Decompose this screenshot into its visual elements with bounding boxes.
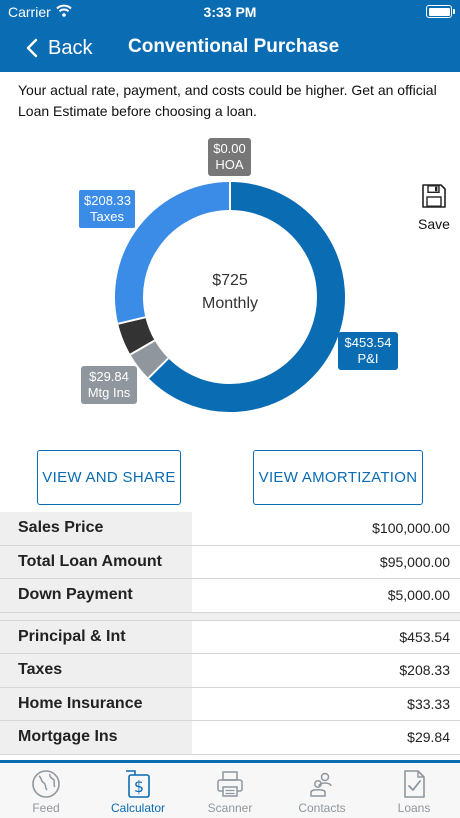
row-value: $33.33 bbox=[407, 695, 450, 712]
label-mtg-ins: $29.84 Mtg Ins bbox=[81, 366, 137, 404]
label-pi-name: P&I bbox=[357, 351, 379, 366]
label-pi: $453.54 P&I bbox=[338, 332, 398, 370]
donut-center-label: Monthly bbox=[202, 295, 258, 312]
table-row: Home Insurance $33.33 bbox=[0, 687, 460, 721]
slice-separator bbox=[147, 357, 169, 379]
row-label: Taxes bbox=[0, 654, 192, 687]
status-time: 3:33 PM bbox=[203, 4, 257, 20]
wifi-icon bbox=[56, 4, 72, 17]
row-label: Mortgage Ins bbox=[0, 721, 192, 754]
tab-label: Loans bbox=[397, 801, 431, 815]
table-row: Taxes $208.33 bbox=[0, 654, 460, 688]
label-mtg-value: $29.84 bbox=[89, 369, 129, 384]
printer-icon bbox=[217, 771, 243, 797]
label-taxes-value: $208.33 bbox=[84, 193, 131, 208]
tab-bar: Feed $ Calculator Scanner Contacts bbox=[0, 760, 460, 818]
label-mtg-name: Mtg Ins bbox=[87, 385, 131, 400]
tab-loans[interactable]: Loans bbox=[368, 763, 460, 818]
row-value: $208.33 bbox=[399, 662, 450, 679]
svg-text:$: $ bbox=[134, 777, 144, 796]
row-value: $453.54 bbox=[399, 628, 450, 645]
tab-label: Feed bbox=[32, 801, 60, 815]
slice-separator bbox=[129, 339, 156, 356]
disclaimer-text: Your actual rate, payment, and costs cou… bbox=[18, 82, 437, 119]
row-value: $5,000.00 bbox=[387, 587, 450, 604]
nav-header: Carrier 3:33 PM Back Conventional Purcha… bbox=[0, 0, 460, 72]
carrier-label: Carrier bbox=[8, 4, 51, 20]
tab-feed[interactable]: Feed bbox=[0, 763, 92, 818]
label-pi-value: $453.54 bbox=[344, 335, 392, 350]
row-label: Sales Price bbox=[0, 512, 192, 545]
row-label: Down Payment bbox=[0, 579, 192, 612]
back-label: Back bbox=[48, 36, 93, 59]
label-taxes-name: Taxes bbox=[90, 209, 124, 224]
chevron-left-icon bbox=[26, 38, 38, 58]
tab-label: Contacts bbox=[298, 801, 346, 815]
page-title: Conventional Purchase bbox=[128, 36, 340, 57]
table-row: Down Payment $5,000.00 bbox=[0, 579, 460, 613]
label-hoa-value: $0.00 bbox=[213, 141, 246, 156]
label-hoa: $0.00 HOA bbox=[208, 138, 251, 176]
row-value: $95,000.00 bbox=[379, 553, 450, 570]
table-row: Total Loan Amount $95,000.00 bbox=[0, 545, 460, 579]
tab-contacts[interactable]: Contacts bbox=[276, 763, 368, 818]
label-hoa-name: HOA bbox=[215, 157, 244, 172]
table-row: Principal & Int $453.54 bbox=[0, 620, 460, 654]
row-label: Total Loan Amount bbox=[0, 545, 192, 578]
slice-separator bbox=[117, 316, 146, 325]
save-label: Save bbox=[418, 216, 450, 232]
floppy-disk-icon bbox=[422, 184, 446, 208]
document-icon bbox=[404, 770, 425, 798]
tab-calculator[interactable]: $ Calculator bbox=[92, 763, 184, 818]
battery-icon bbox=[426, 5, 455, 18]
donut-center-value: $725 bbox=[212, 272, 248, 289]
row-value: $100,000.00 bbox=[372, 520, 450, 537]
row-value: $29.84 bbox=[407, 729, 450, 746]
donut-slice-mtg-ins bbox=[130, 340, 169, 379]
label-taxes: $208.33 Taxes bbox=[78, 189, 136, 229]
view-and-share-button[interactable]: VIEW AND SHARE bbox=[37, 450, 181, 505]
section-divider bbox=[0, 612, 460, 621]
loan-summary-table: Sales Price $100,000.00 Total Loan Amoun… bbox=[0, 512, 460, 755]
view-amortization-button[interactable]: VIEW AMORTIZATION bbox=[253, 450, 423, 505]
row-label: Principal & Int bbox=[0, 620, 192, 653]
contacts-icon bbox=[310, 772, 332, 797]
table-row: Sales Price $100,000.00 bbox=[0, 512, 460, 546]
payment-donut-chart: $725 Monthly bbox=[115, 182, 345, 412]
calculator-icon: $ bbox=[126, 770, 150, 798]
tab-label: Calculator bbox=[110, 801, 166, 815]
save-button[interactable]: Save bbox=[414, 183, 454, 232]
status-bar: Carrier 3:33 PM bbox=[0, 0, 460, 24]
row-label: Home Insurance bbox=[0, 687, 192, 720]
donut-slice-taxes bbox=[115, 182, 231, 324]
table-row: Mortgage Ins $29.84 bbox=[0, 721, 460, 755]
tab-label: Scanner bbox=[207, 801, 253, 815]
tab-scanner[interactable]: Scanner bbox=[184, 763, 276, 818]
donut-slice-p-i bbox=[148, 182, 345, 412]
donut-slice-home-insurance bbox=[118, 316, 155, 355]
globe-icon bbox=[32, 770, 60, 798]
back-button[interactable]: Back bbox=[26, 34, 92, 62]
